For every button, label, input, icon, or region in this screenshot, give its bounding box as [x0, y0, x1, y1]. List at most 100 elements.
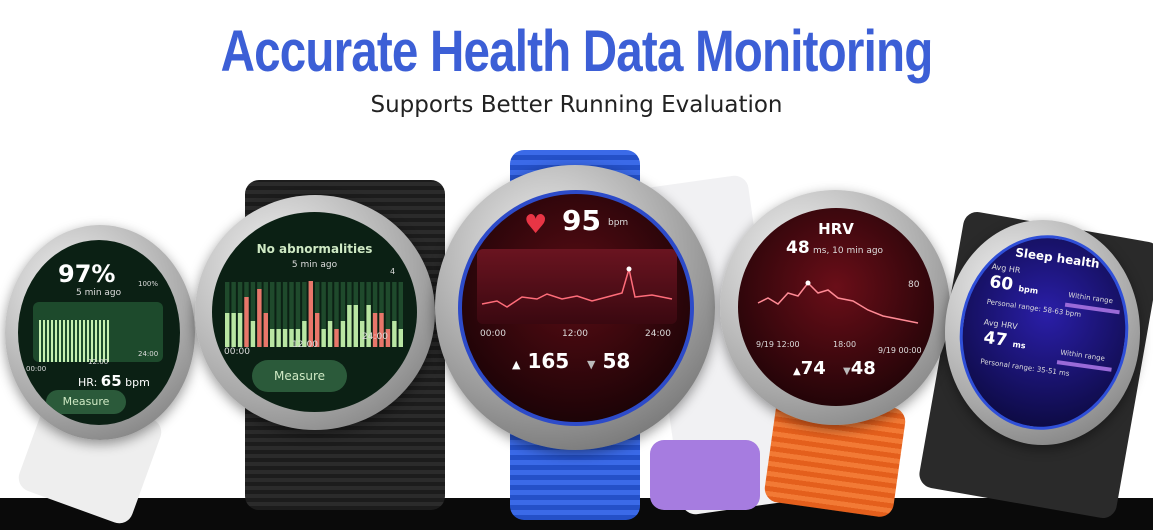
x-label: 24:00	[645, 329, 671, 339]
strap-purple-4	[650, 440, 760, 510]
ecg-bar-bg	[295, 282, 301, 347]
x-label: 24:00	[362, 332, 388, 342]
watch-2-screen: No abnormalities 5 min ago 4 00:00 12:00…	[212, 212, 417, 412]
ecg-bar-bg	[398, 282, 403, 347]
ecg-bar	[366, 305, 371, 347]
hr-value: 95	[562, 204, 601, 237]
ecg-bar	[347, 305, 352, 347]
ecg-bar	[289, 329, 294, 347]
x-label: 12:00	[562, 329, 588, 339]
ecg-bar	[250, 321, 256, 347]
hrv-high-value: 74	[800, 358, 826, 379]
ecg-bar-bg	[392, 282, 397, 347]
ecg-bar	[321, 329, 326, 347]
ecg-bar-bg	[321, 282, 326, 347]
ecg-bar	[379, 313, 384, 347]
hr-unit: bpm	[125, 376, 150, 389]
avg-hrv-unit: ms	[1012, 339, 1027, 351]
x-label: 00:00	[224, 347, 250, 357]
ecg-bar	[276, 329, 281, 347]
ecg-bar	[315, 313, 320, 347]
x-label: 12:00	[292, 340, 318, 350]
ecg-bar	[257, 289, 262, 347]
ecg-bar	[295, 329, 301, 347]
watch-3-screen: ♥ 95 bpm 200 00:00 12:00 24:00 ▲ 165 ▼ 5…	[458, 190, 694, 426]
ecg-bar	[237, 313, 243, 347]
ecg-bar	[340, 321, 346, 347]
ecg-bar-bg	[385, 282, 391, 347]
hr-high-value: 165	[527, 349, 570, 373]
ecg-bar-bg	[282, 282, 288, 347]
ecg-bar	[244, 297, 249, 347]
ecg-bar	[308, 281, 313, 347]
hr-value: 65	[100, 372, 122, 390]
ecg-bar-bg	[302, 282, 307, 347]
heart-icon: ♥	[524, 210, 548, 240]
watch-4-screen: HRV 48 ms, 10 min ago 80 9/19 12:00 18:0…	[738, 208, 934, 406]
ecg-bar-bg	[270, 282, 275, 347]
hrv-title: HRV	[818, 220, 854, 238]
headline: Accurate Health Data Monitoring	[220, 19, 934, 84]
ecg-time: 5 min ago	[291, 260, 338, 270]
avg-hr-unit: bpm	[1017, 284, 1039, 296]
ecg-bar-bg	[334, 282, 339, 347]
hr-chart	[477, 249, 677, 324]
ecg-bar-bg	[289, 282, 294, 347]
ecg-bar	[231, 313, 236, 347]
ecg-bar	[270, 329, 275, 347]
ecg-chart	[225, 281, 403, 347]
ecg-max: 4	[390, 267, 396, 276]
subheadline: Supports Better Running Evaluation	[370, 92, 783, 118]
hrv-high: ▲74	[793, 358, 826, 379]
hr-unit: bpm	[608, 218, 629, 228]
hrv-chart	[757, 280, 919, 324]
ecg-bar-bg	[250, 282, 256, 347]
avg-hrv: 47 ms	[982, 328, 1027, 354]
spo2-max: 100%	[138, 280, 159, 288]
watch-1-screen: 97% 5 min ago 100% 00:00 12:00 24:00 HR:…	[18, 240, 180, 425]
ecg-bar	[392, 321, 397, 347]
ecg-bar-bg	[360, 282, 365, 347]
hrv-detail: ms, 10 min ago	[813, 246, 884, 256]
x-label: 12:00	[88, 358, 109, 366]
hrv-value: 48	[786, 238, 810, 258]
measure-button[interactable]: Measure	[46, 390, 126, 414]
ecg-bar	[225, 313, 230, 347]
hrv-low: ▼48	[843, 358, 876, 379]
x-label: 00:00	[480, 329, 506, 339]
ecg-bar-bg	[340, 282, 346, 347]
ecg-bar	[282, 329, 288, 347]
hr-low: ▼ 58	[587, 349, 631, 373]
ecg-bar	[263, 313, 268, 347]
hrv-low-value: 48	[850, 358, 876, 379]
ecg-bar	[385, 329, 391, 347]
ecg-bar	[372, 313, 378, 347]
hr-label: HR:	[78, 376, 98, 389]
hr-high: ▲ 165	[512, 349, 570, 373]
ecg-bar	[302, 321, 307, 347]
measure-button[interactable]: Measure	[252, 360, 347, 392]
x-label: 18:00	[833, 340, 857, 349]
hr-readout: HR: 65 bpm	[78, 372, 150, 390]
ecg-bar-bg	[276, 282, 281, 347]
x-label: 24:00	[138, 350, 159, 358]
ecg-bar	[353, 305, 358, 347]
x-label: 9/19 12:00	[756, 340, 800, 349]
hrv-max: 80	[908, 280, 920, 290]
spo2-value: 97%	[58, 260, 116, 288]
avg-hr-range: Personal range: 58-63 bpm	[986, 297, 1082, 319]
x-label: 00:00	[26, 365, 47, 373]
spo2-chart	[33, 302, 163, 362]
x-label: 9/19 00:00	[878, 346, 922, 355]
ecg-bar	[360, 321, 365, 347]
ecg-bar-bg	[327, 282, 333, 347]
ecg-bar	[334, 329, 339, 347]
avg-hr: 60 bpm	[988, 272, 1040, 299]
ecg-title: No abnormalities	[256, 242, 373, 256]
hr-low-value: 58	[602, 349, 631, 373]
ecg-bar	[327, 321, 333, 347]
avg-hrv-value: 47	[982, 327, 1009, 351]
spo2-time: 5 min ago	[76, 288, 122, 298]
avg-hr-value: 60	[988, 272, 1015, 296]
ecg-bar	[398, 329, 403, 347]
